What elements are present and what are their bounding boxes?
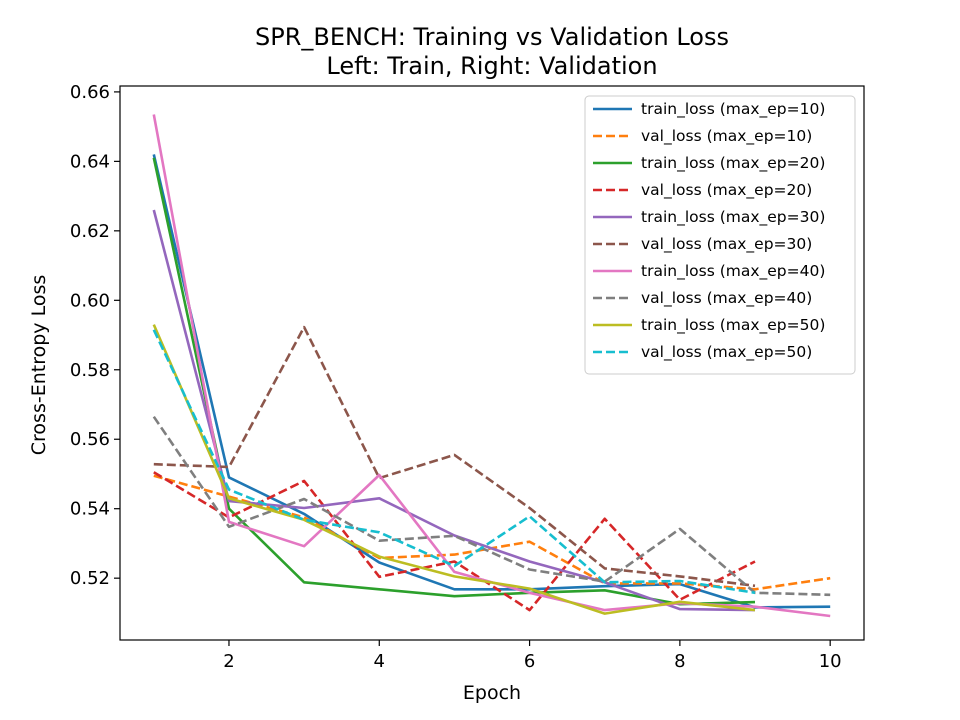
axes: 2 4 6 8 10 0.52 0.54 0.56 0.58 0.60 0.62 0.64 0.66 <box>70 82 865 672</box>
y-tick-label-1: 0.54 <box>70 499 110 520</box>
chart-title: SPR_BENCH: Training vs Validation Loss <box>255 23 729 51</box>
plot-lines <box>152 114 831 618</box>
y-tick-label-2: 0.56 <box>70 429 110 450</box>
x-tick-label-3: 8 <box>674 651 685 672</box>
legend-entry-0: train_loss (max_ep=10) <box>641 100 825 119</box>
series-line-4 <box>152 209 756 612</box>
plot-frame <box>119 85 865 641</box>
x-axis-label: Epoch <box>463 682 521 704</box>
series-line-8 <box>152 324 756 615</box>
x-tick-label-0: 2 <box>223 651 234 672</box>
y-tick-label-7: 0.66 <box>70 82 110 103</box>
legend-entry-9: val_loss (max_ep=50) <box>641 343 812 362</box>
y-tick-label-3: 0.58 <box>70 360 110 381</box>
x-tick-label-1: 4 <box>374 651 385 672</box>
y-tick-label-5: 0.62 <box>70 221 110 242</box>
legend: train_loss (max_ep=10) val_loss (max_ep=1… <box>584 95 856 375</box>
series-line-9 <box>152 329 756 595</box>
legend-entry-2: train_loss (max_ep=20) <box>641 154 825 173</box>
legend-entry-4: train_loss (max_ep=30) <box>641 208 825 227</box>
series-line-1 <box>153 474 831 591</box>
y-tick-label-0: 0.52 <box>70 568 110 589</box>
legend-entry-7: val_loss (max_ep=40) <box>641 289 812 308</box>
legend-entry-6: train_loss (max_ep=40) <box>641 262 825 281</box>
series-line-0 <box>152 154 831 609</box>
y-tick-label-6: 0.64 <box>70 151 110 172</box>
chart-subtitle: Left: Train, Right: Validation <box>326 52 657 80</box>
y-axis-label: Cross-Entropy Loss <box>28 275 50 455</box>
series-line-5 <box>153 325 756 588</box>
series-line-7 <box>152 415 831 597</box>
x-tick-label-4: 10 <box>819 651 842 672</box>
x-tick-label-2: 6 <box>524 651 535 672</box>
legend-entry-1: val_loss (max_ep=10) <box>641 127 812 146</box>
legend-box <box>584 95 856 375</box>
legend-entry-8: train_loss (max_ep=50) <box>641 316 825 335</box>
legend-entry-5: val_loss (max_ep=30) <box>641 235 812 254</box>
legend-entry-3: val_loss (max_ep=20) <box>641 181 812 200</box>
y-tick-label-4: 0.60 <box>70 290 110 311</box>
